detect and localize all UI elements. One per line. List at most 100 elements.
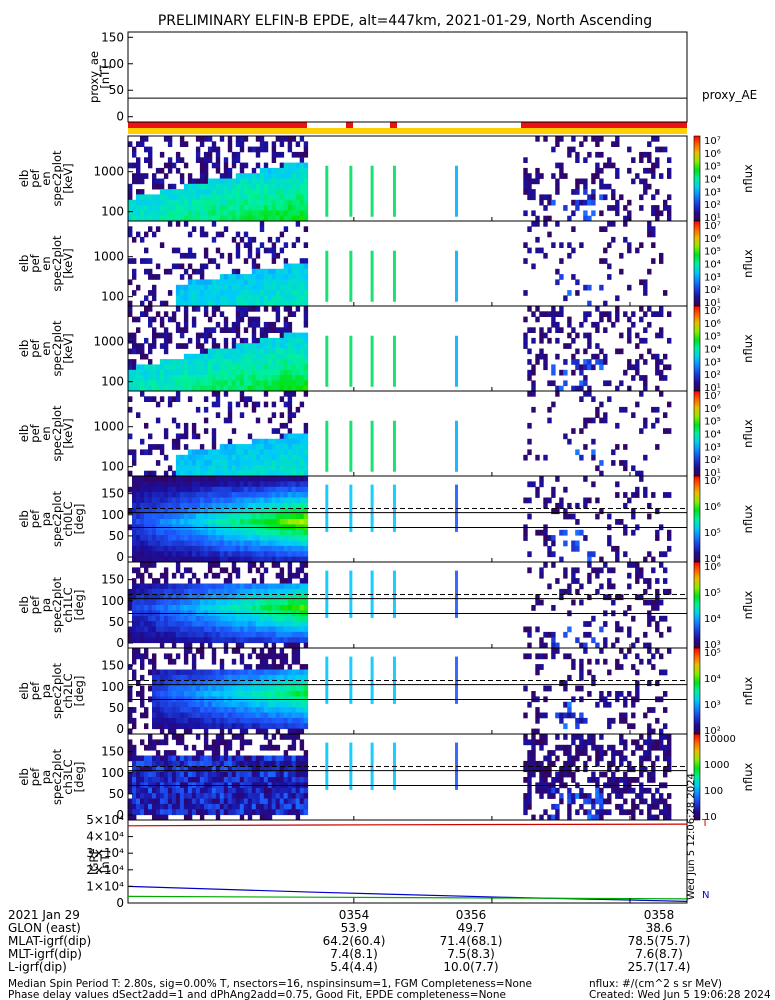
colorbar [693,561,701,649]
ylabel-line: [deg] [72,762,86,793]
ylabel-line: pef [28,253,42,272]
colorbar-label: nflux [741,504,755,533]
colorbar-tick-label: 10⁶ [704,234,721,245]
colorbar-tick-label: 10⁴ [704,260,721,271]
y-tick-label: 100 [101,460,124,474]
footer-cell: 25.7(17.4) [628,960,691,974]
ylabel-line: [keV] [61,163,75,193]
spike [455,165,459,217]
colorbar-label: nflux [741,249,755,278]
colorbar-tick-label: 10⁴ [704,554,721,565]
ylabel-line: en [39,426,53,440]
colorbar-label: nflux [741,164,755,193]
colorbar-tick-label: 10¹ [704,213,721,224]
footer-cell: 0356 [456,908,487,922]
colorbar-label: nflux [741,762,755,791]
colorbar-tick-label: 10⁶ [704,149,721,160]
ylabel-line: elb [17,255,31,273]
y-tick-label: 50 [109,615,124,629]
ae-tick-label: 150 [101,30,124,44]
spectrogram-cells [128,221,668,307]
ylabel-line: proxy_ae [87,51,101,103]
footer-cell: 7.5(8.3) [447,947,495,961]
igrf-tick-label: 4×10⁴ [86,830,124,844]
y-tick-label: 0 [116,808,124,822]
ylabel-line: en [39,171,53,185]
colorbar-tick-label: 10⁵ [704,247,721,258]
colorbar-tick-label: 10³ [704,442,721,453]
spectrogram-cells [128,648,672,735]
colorbar-tick-label: 10² [704,455,721,466]
y-tick-label: 150 [101,659,124,673]
y-tick-label: 100 [101,375,124,389]
status-bars [128,122,687,134]
colorbar [693,733,701,821]
y-tick-label: 150 [101,745,124,759]
colorbar-tick-label: 10⁵ [704,588,721,599]
spike [325,484,329,532]
y-tick-label: 150 [101,573,124,587]
y-tick-label: 100 [101,508,124,522]
ylabel-line: ch3LC [61,759,75,794]
footer-note-4: Created: Wed Jun 5 19:06:28 2024 [589,989,771,1000]
colorbar-label: nflux [741,334,755,363]
panels: proxy_ae[nT]150100500proxy_AEelbpefenspe… [17,30,757,910]
y-tick-label: 50 [109,701,124,715]
spike [455,335,459,387]
spike [349,742,353,790]
ylabel-line: spec2plot [50,150,64,207]
ylabel-line: spec2plot [50,405,64,462]
ae-frame [127,31,688,123]
ylabel-line: IGRF [87,848,101,875]
bar-yellow [128,128,687,134]
ylabel-line: pa [39,598,53,612]
spike [455,250,459,302]
ylabel-line: spec2plot [50,576,64,633]
footer-row-label: GLON (east) [8,921,81,935]
panel-igrf: IGRF[nT] 5×10⁴ 4×10⁴ 3×10⁴ 2×10⁴ 1×10⁴ 0 T N Wed … [86,773,709,910]
spike [455,420,459,472]
spike [325,420,329,472]
y-tick-label: 100 [101,594,124,608]
ylabel-line: ch1LC [61,587,75,622]
spike [370,335,374,387]
colorbar-tick-label: 10² [704,726,721,737]
ylabel-line: pa [39,770,53,784]
colorbar-tick-label: 10⁵ [704,417,721,428]
colorbar-tick-label: 10⁵ [704,332,721,343]
colorbar-tick-label: 10³ [704,272,721,283]
colorbar [693,390,701,477]
colorbar [693,220,701,307]
colorbar-tick-label: 10⁷ [704,221,721,232]
ylabel-line: spec2plot [50,235,64,292]
y-tick-label: 100 [101,290,124,304]
ylabel-line: ch0LC [61,501,75,536]
colorbar-tick-label: 10³ [704,700,721,711]
colorbar-tick-label: 10⁶ [704,502,721,513]
ae-tick-label: 100 [101,57,124,71]
colorbar-tick-label: 10⁴ [704,674,721,685]
footer-row-label: MLT-igrf(dip) [8,947,82,961]
footer-note-1: Median Spin Period T: 2.80s, sig=0.00% T… [8,978,532,990]
colorbar-label: nflux [741,676,755,705]
ylabel-line: [keV] [61,418,75,448]
colorbar-tick-label: 10³ [704,640,721,651]
spectrogram-cells [128,562,672,649]
spike [325,250,329,302]
ae-tick-label: 0 [116,110,124,124]
igrf-tick-label: 2×10⁴ [86,863,124,877]
colorbar-tick-label: 10⁷ [704,391,721,402]
footer-note-2: Phase delay values dSect2add=1 and dPhAn… [8,989,506,1000]
ylabel-line: en [39,341,53,355]
colorbar-tick-label: 1000 [704,760,729,771]
y-tick-label: 0 [116,722,124,736]
colorbar-tick-label: 10⁴ [704,430,721,441]
y-tick-label: 0 [116,636,124,650]
colorbar-tick-label: 10³ [704,187,721,198]
spectrogram-cells [128,734,672,821]
ylabel-line: [deg] [72,590,86,621]
